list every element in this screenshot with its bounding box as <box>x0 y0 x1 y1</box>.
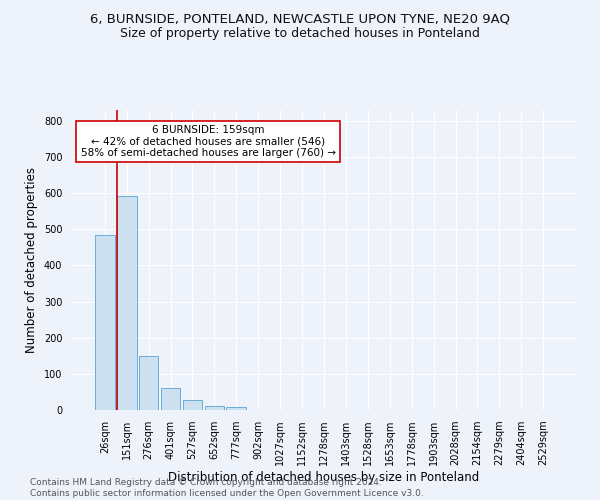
Bar <box>117 196 137 410</box>
Text: 6 BURNSIDE: 159sqm
← 42% of detached houses are smaller (546)
58% of semi-detach: 6 BURNSIDE: 159sqm ← 42% of detached hou… <box>80 125 335 158</box>
Text: 6, BURNSIDE, PONTELAND, NEWCASTLE UPON TYNE, NE20 9AQ: 6, BURNSIDE, PONTELAND, NEWCASTLE UPON T… <box>90 12 510 26</box>
Bar <box>139 356 158 410</box>
Bar <box>161 388 181 410</box>
Bar <box>182 400 202 410</box>
Y-axis label: Number of detached properties: Number of detached properties <box>25 167 38 353</box>
Bar <box>95 234 115 410</box>
Bar <box>205 406 224 410</box>
Bar <box>226 407 246 410</box>
Text: Size of property relative to detached houses in Ponteland: Size of property relative to detached ho… <box>120 28 480 40</box>
Text: Contains HM Land Registry data © Crown copyright and database right 2024.
Contai: Contains HM Land Registry data © Crown c… <box>30 478 424 498</box>
X-axis label: Distribution of detached houses by size in Ponteland: Distribution of detached houses by size … <box>169 471 479 484</box>
